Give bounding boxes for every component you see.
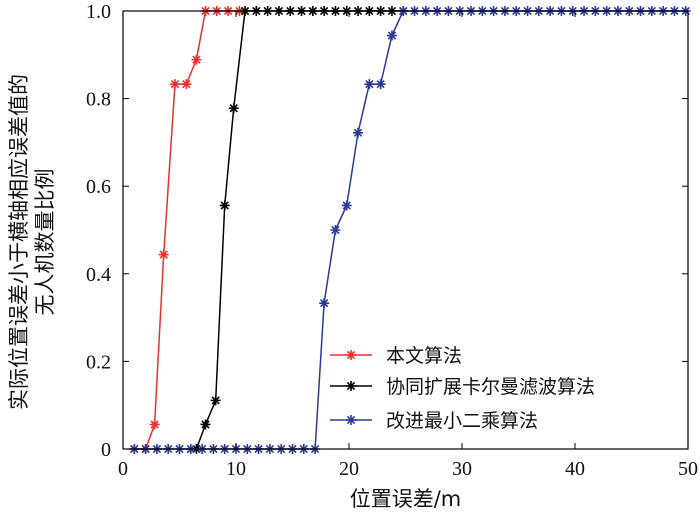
y-tick-label: 0.6 (86, 176, 111, 198)
y-axis-title-line-2: 无人机数量比例 (33, 169, 57, 316)
legend-marker (346, 381, 356, 391)
series-2-point-4 (219, 200, 230, 211)
y-tick-label: 0.2 (86, 351, 111, 373)
y-tick-label: 0 (101, 439, 111, 461)
series-line-2 (195, 10, 404, 450)
series-3-point-19 (330, 225, 341, 235)
series-2-point-2 (200, 419, 211, 430)
series-2-point-3 (210, 395, 221, 406)
series-1-point-5 (169, 79, 180, 90)
series-2-point-5 (228, 103, 239, 114)
legend-label: 改进最小二乘算法 (386, 410, 538, 432)
y-axis-title-line-1: 实际位置误差小于横轴相应误差值的 (7, 74, 31, 410)
series-3-point-24 (386, 30, 397, 41)
series-1-point-7 (191, 54, 202, 65)
x-tick-label: 20 (339, 458, 359, 480)
series-1-point-6 (181, 79, 192, 90)
y-tick-label: 0.8 (86, 89, 111, 111)
x-tick-label: 10 (226, 458, 246, 480)
legend-item-3: 改进最小二乘算法 (330, 410, 538, 432)
x-tick-label: 40 (565, 458, 585, 480)
x-tick-label: 30 (452, 458, 472, 480)
series-1-point-4 (158, 249, 169, 260)
series-3-point-23 (375, 79, 386, 90)
legend-item-1: 本文算法 (330, 345, 462, 367)
plot-frame (122, 10, 689, 450)
legend-marker (346, 350, 356, 360)
axes: 0 10 20 30 40 50 0 0.2 0.4 0.6 0.8 1.0 (86, 1, 698, 480)
axis-titles: 位置误差/m 实际位置误差小于横轴相应误差值的 无人机数量比例 (7, 74, 461, 511)
y-tick-label: 1.0 (86, 1, 111, 23)
legend-label: 本文算法 (386, 345, 462, 367)
y-tick-label: 0.4 (86, 264, 111, 286)
legend-item-2: 协同扩展卡尔曼滤波算法 (330, 376, 595, 398)
series-3-point-20 (341, 200, 352, 211)
series-3-point-22 (364, 79, 375, 90)
series-3-point-18 (319, 298, 330, 309)
series-1-point-3 (149, 419, 160, 430)
series-3-point-21 (353, 127, 364, 138)
x-tick-label: 50 (678, 458, 698, 480)
legend-label: 协同扩展卡尔曼滤波算法 (386, 376, 595, 398)
x-tick-label: 0 (118, 458, 128, 480)
legend-marker (346, 415, 356, 425)
x-axis-title: 位置误差/m (350, 487, 462, 511)
